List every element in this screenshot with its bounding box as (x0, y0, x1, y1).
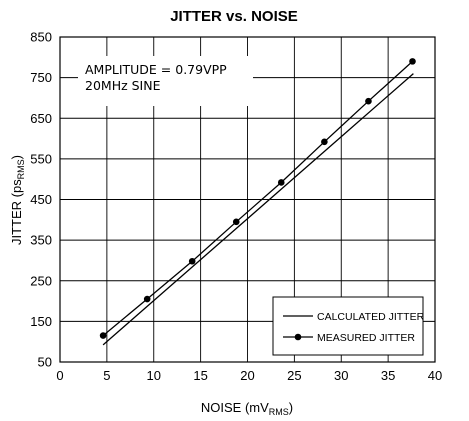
x-tick-label: 0 (56, 368, 63, 383)
measured-jitter-point (188, 257, 196, 265)
y-axis-label: JITTER (psRMS) (9, 155, 26, 245)
annotation-line-1: AMPLITUDE = 0.79VPP (85, 62, 227, 77)
y-tick-label: 150 (30, 314, 52, 329)
x-axis-label-sub: RMS (269, 407, 289, 417)
y-tick-label: 850 (30, 30, 52, 45)
x-tick-label: 5 (103, 368, 110, 383)
measured-jitter-point (365, 97, 372, 105)
x-tick-label: 20 (240, 368, 254, 383)
x-tick-label: 25 (287, 368, 301, 383)
x-axis-label-main: NOISE (mV (201, 400, 269, 415)
chart-title: JITTER vs. NOISE (170, 8, 298, 25)
x-tick-label: 15 (193, 368, 207, 383)
plot-frame (59, 36, 436, 363)
measured-jitter-point (232, 218, 240, 226)
legend-label-calculated: CALCULATED JITTER (317, 311, 425, 323)
y-tick-label: 750 (30, 70, 52, 85)
measured-jitter-point (409, 58, 416, 65)
measured-jitter-point (143, 295, 151, 303)
x-tick-label: 30 (334, 368, 348, 383)
x-tick-labels: 0 5 10 15 20 25 30 35 40 (56, 368, 442, 383)
y-tick-label: 50 (38, 355, 52, 370)
legend-label-measured: MEASURED JITTER (317, 332, 415, 344)
annotation-box: AMPLITUDE = 0.79VPP 20MHz SINE (78, 56, 253, 106)
x-tick-label: 40 (428, 368, 442, 383)
series-layer (99, 58, 416, 346)
y-axis-label-close: ) (9, 155, 24, 159)
legend-box (272, 296, 424, 356)
y-tick-label: 350 (30, 233, 52, 248)
measured-jitter-point (321, 138, 328, 146)
y-tick-label: 650 (30, 111, 52, 126)
series-line-measured-jitter (102, 60, 413, 337)
x-tick-label: 10 (147, 368, 161, 383)
y-tick-labels: 50 150 250 350 450 550 650 750 850 (30, 30, 52, 370)
series-line-calculated-jitter (102, 73, 414, 346)
x-tick-label: 35 (381, 368, 395, 383)
x-axis-label-close: ) (289, 400, 293, 415)
legend: CALCULATED JITTER MEASURED JITTER (272, 296, 425, 356)
y-axis-label-main: JITTER (ps (9, 179, 24, 245)
x-axis-label: NOISE (mVRMS) (201, 400, 293, 417)
y-tick-label: 550 (30, 151, 52, 166)
measured-jitter-point (277, 179, 285, 186)
y-axis-label-sub: RMS (16, 159, 26, 179)
legend-marker-measured (294, 333, 302, 341)
measured-jitter-point (99, 332, 107, 339)
y-tick-label: 450 (30, 192, 52, 207)
annotation-line-2: 20MHz SINE (85, 78, 161, 93)
y-tick-label: 250 (30, 273, 52, 288)
